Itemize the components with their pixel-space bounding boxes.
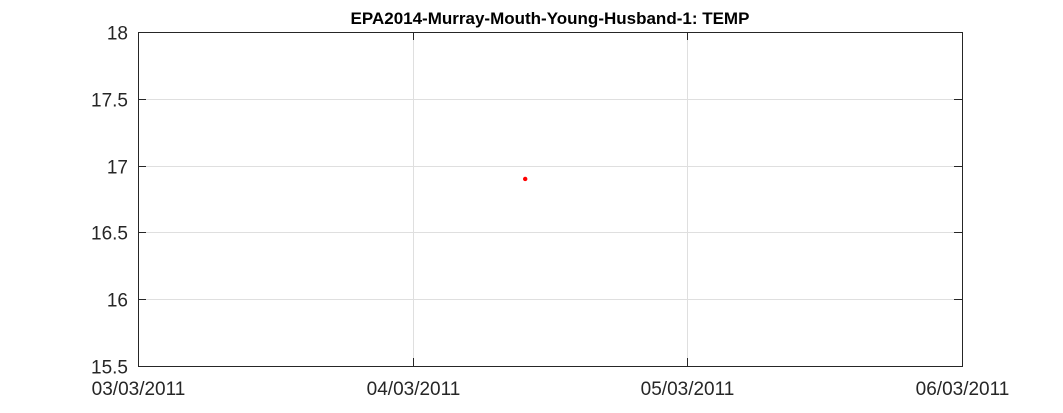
x-tick-label: 04/03/2011 [367, 379, 461, 400]
ticks: 03/03/2011 04/03/2011 05/03/2011 06/03/2011… [91, 24, 1009, 401]
y-tick-label: 16 [107, 291, 128, 312]
x-tick-label: 05/03/2011 [641, 379, 735, 400]
x-tick-label: 03/03/2011 [92, 379, 186, 400]
y-tick-label: 16.5 [91, 224, 128, 245]
y-tick-label: 17 [107, 158, 128, 179]
y-tick-label: 17.5 [91, 91, 128, 112]
y-tick-label: 18 [107, 24, 128, 45]
grid [138, 32, 962, 366]
chart-title: EPA2014-Murray-Mouth-Young-Husband-1: TE… [351, 9, 750, 28]
x-tick-label: 06/03/2011 [916, 379, 1010, 400]
data-points [523, 176, 528, 182]
plot-frame [138, 32, 963, 367]
y-tick-label: 15.5 [91, 358, 128, 379]
data-point [523, 176, 528, 182]
